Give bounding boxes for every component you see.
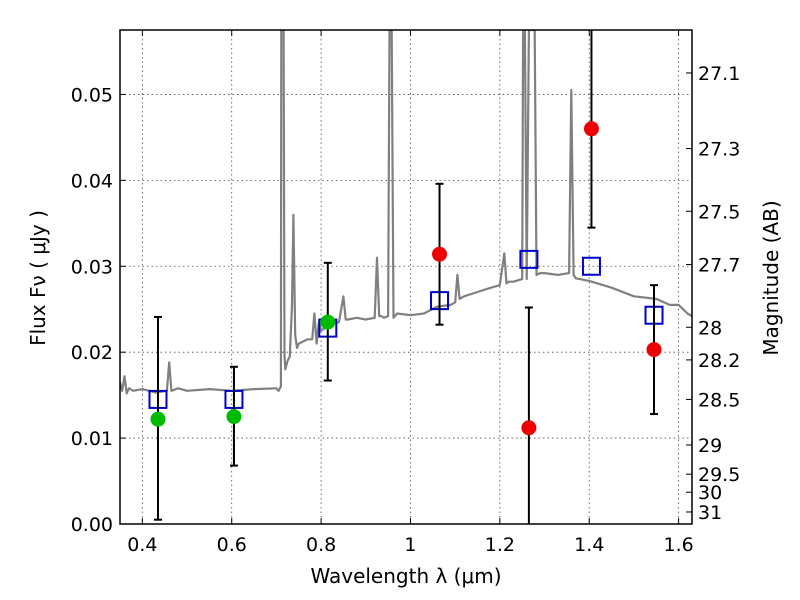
x-tick-label: 0.4 <box>127 534 157 556</box>
right-tick-label: 28.2 <box>698 350 740 372</box>
right-tick-label: 28 <box>698 317 722 339</box>
x-tick-label: 0.6 <box>217 534 247 556</box>
model-flux-square <box>519 249 539 269</box>
axes: 0.4 0.6 0.8 1 1.2 1.4 1.6 0.00 0.01 0.02 0.03 0.04 0… <box>71 29 740 556</box>
red-data-point <box>646 342 662 358</box>
x-tick-label: 1.2 <box>485 534 515 556</box>
y-tick-label: 0.04 <box>71 170 113 192</box>
green-data-point <box>226 409 242 425</box>
green-data-point <box>150 411 166 427</box>
x-axis-label: Wavelength λ (μm) <box>310 564 501 588</box>
right-tick-label: 29 <box>698 435 722 457</box>
x-tick-label: 1 <box>404 534 416 556</box>
right-tick-label: 30 <box>698 482 722 504</box>
right-tick-label: 31 <box>698 502 722 524</box>
right-tick-label: 27.3 <box>698 139 740 161</box>
red-data-point <box>521 420 537 436</box>
grid <box>120 30 692 525</box>
x-tick-label: 1.6 <box>663 534 693 556</box>
model-flux-square <box>581 256 601 276</box>
red-data-point <box>432 246 448 262</box>
right-tick-label: 27.1 <box>698 63 740 85</box>
y-tick-label: 0.03 <box>71 256 113 278</box>
right-tick-label: 27.5 <box>698 201 740 223</box>
y-tick-label: 0.00 <box>71 514 113 536</box>
right-tick-label: 29.5 <box>698 464 740 486</box>
right-tick-label: 27.7 <box>698 255 740 277</box>
plot-frame <box>119 29 693 525</box>
x-tick-label: 0.8 <box>306 534 336 556</box>
y-tick-label: 0.01 <box>71 428 113 450</box>
right-tick-label: 28.5 <box>698 389 740 411</box>
x-tick-label: 1.4 <box>574 534 604 556</box>
right-axis-label: Magnitude (AB) <box>759 200 783 355</box>
red-data-point <box>583 121 599 137</box>
y-tick-label: 0.02 <box>71 342 113 364</box>
green-data-point <box>320 314 336 330</box>
y-axis-label: Flux Fν ( μJy ) <box>26 210 50 346</box>
plot-area <box>120 30 692 524</box>
spectrum-line <box>120 30 692 395</box>
y-tick-label: 0.05 <box>71 84 113 106</box>
